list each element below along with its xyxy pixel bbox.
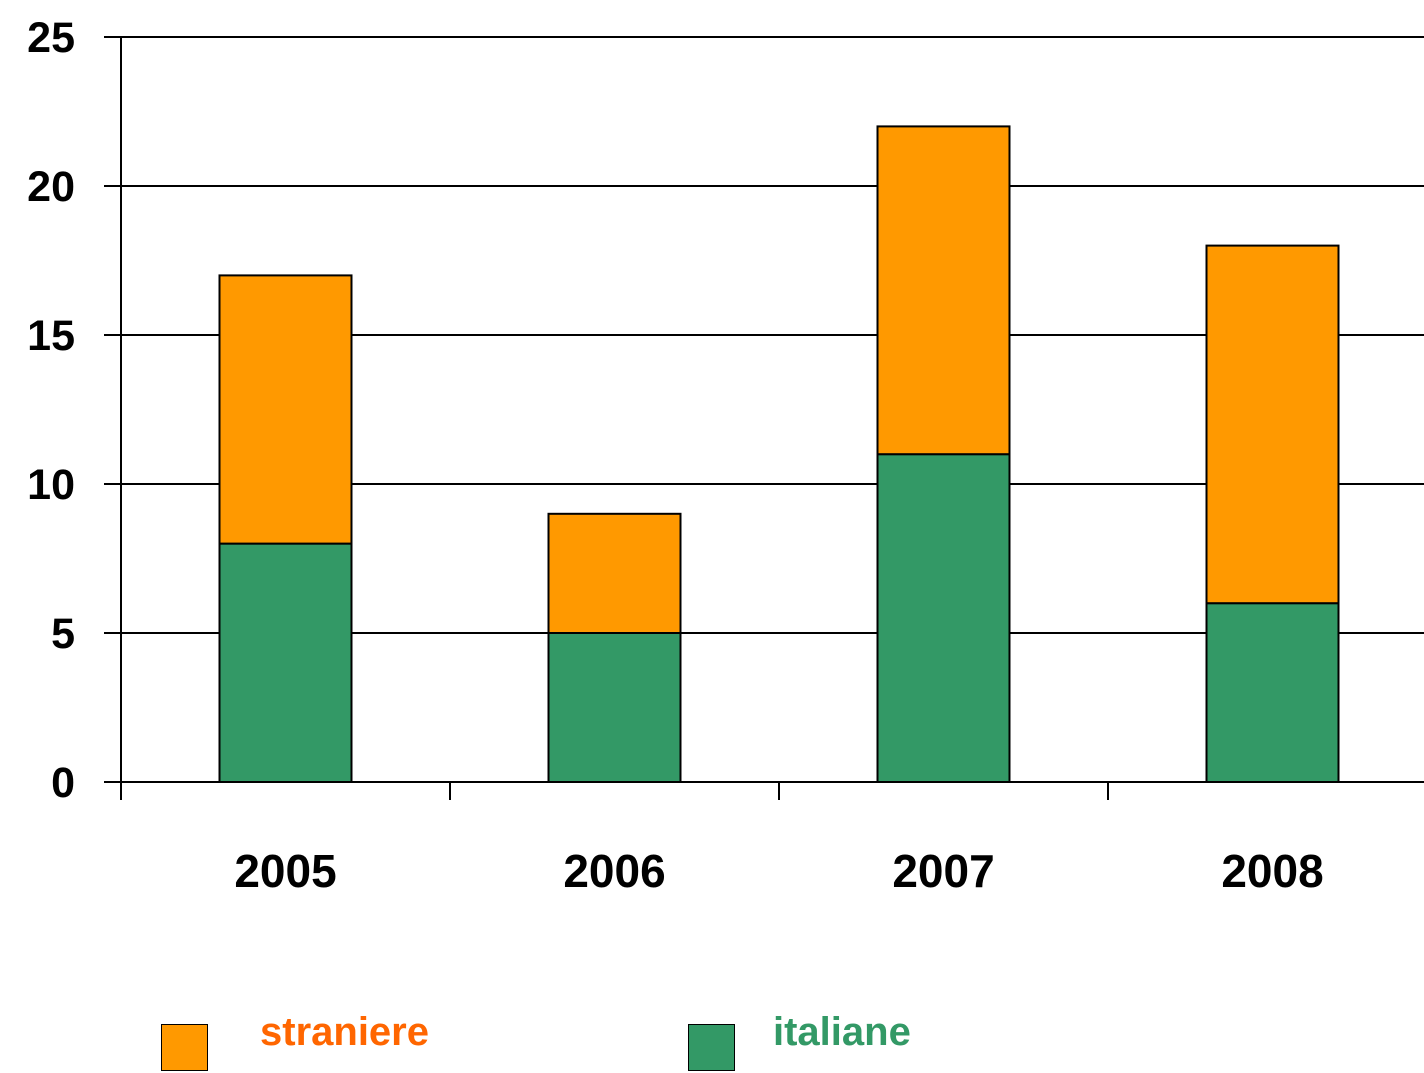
x-tick-label: 2005 <box>234 845 336 897</box>
bar-straniere-2007 <box>876 125 1011 456</box>
x-tick-label: 2007 <box>892 845 994 897</box>
y-tick-label: 20 <box>27 163 75 211</box>
bars <box>218 125 1340 784</box>
y-tick-label: 25 <box>27 14 75 62</box>
legend-label-straniere: straniere <box>260 1010 429 1054</box>
bar-italiane-2005 <box>218 542 353 783</box>
y-tick-label: 10 <box>27 461 75 509</box>
axes <box>120 37 1424 800</box>
y-tick-label: 0 <box>51 759 75 807</box>
y-tick-label: 5 <box>51 610 75 658</box>
bar-italiane-2006 <box>547 632 682 783</box>
x-tick-label: 2006 <box>563 845 665 897</box>
bar-straniere-2008 <box>1205 244 1340 605</box>
legend-swatch-straniere <box>161 1024 208 1071</box>
y-tick-labels: 0 5 10 15 20 25 <box>27 14 75 807</box>
legend-label-italiane: italiane <box>773 1010 911 1054</box>
y-tick-label: 15 <box>27 312 75 360</box>
x-tick-labels: 2005 2006 2007 2008 <box>234 845 1323 897</box>
bar-straniere-2006 <box>547 512 682 634</box>
legend-swatch-italiane <box>688 1024 735 1071</box>
bar-straniere-2005 <box>218 274 353 545</box>
bar-italiane-2007 <box>876 453 1011 783</box>
x-tick-label: 2008 <box>1221 845 1323 897</box>
bar-italiane-2008 <box>1205 602 1340 784</box>
